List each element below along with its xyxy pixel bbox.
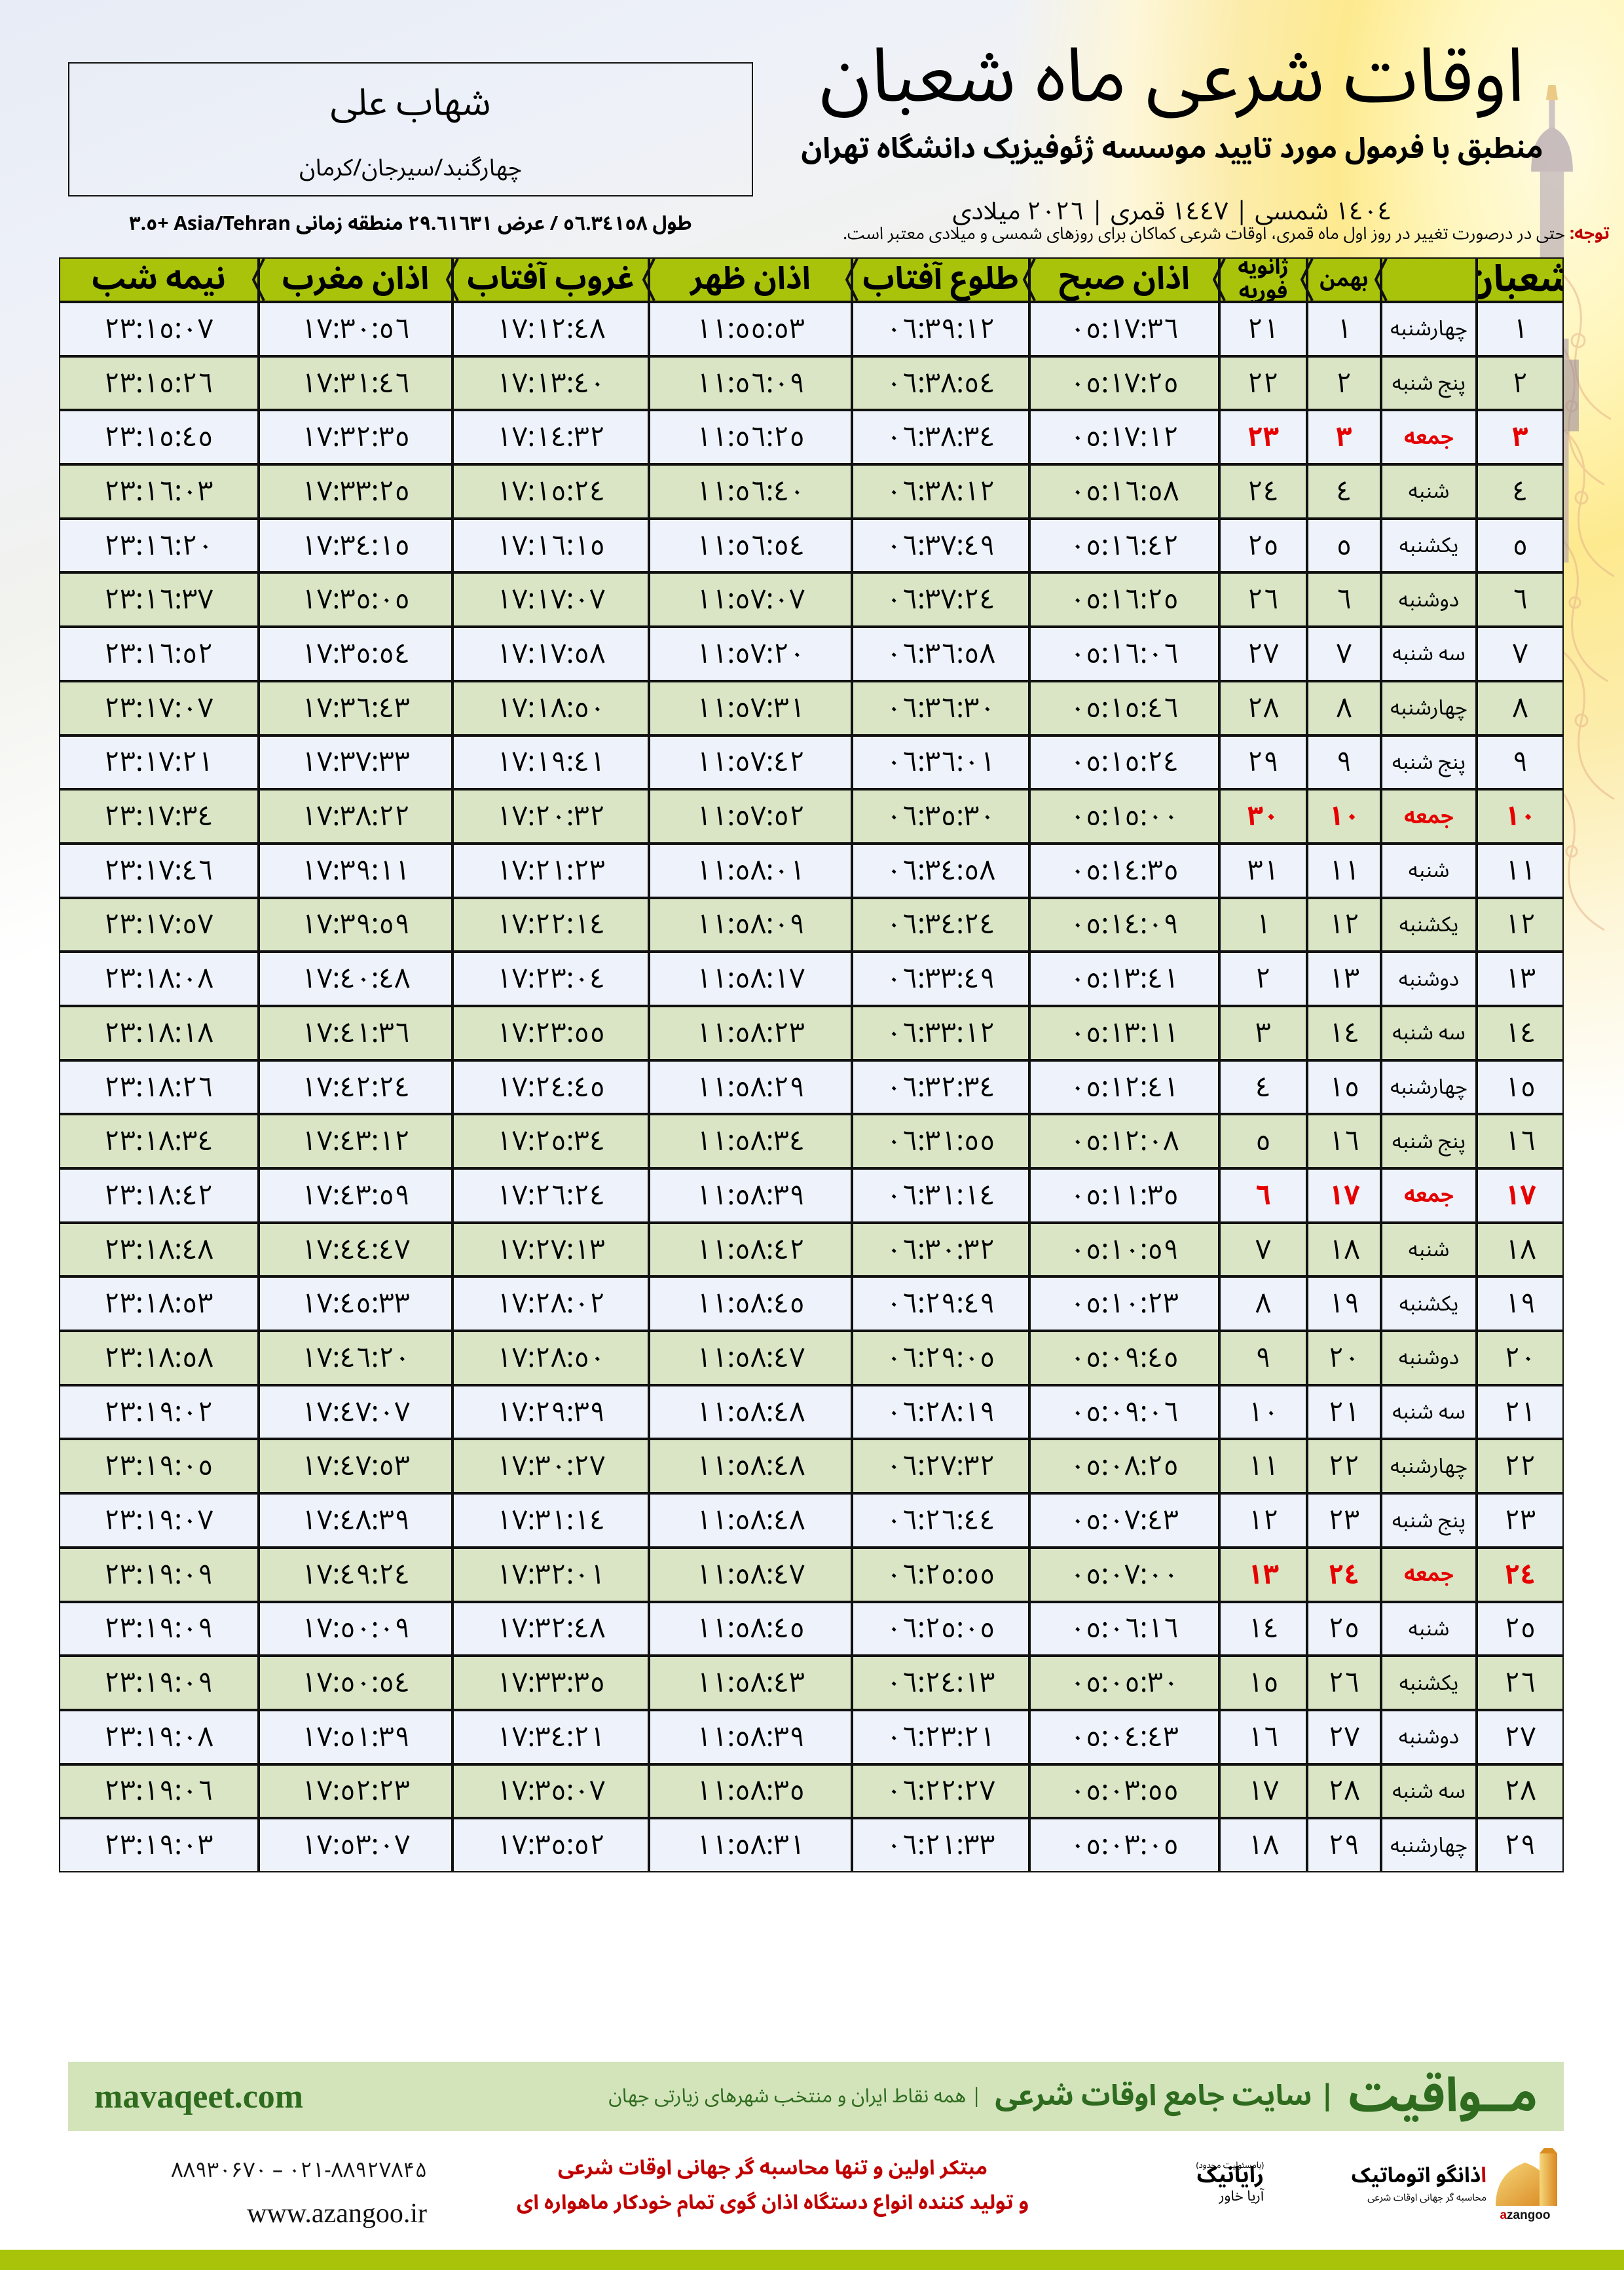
svg-text:(بامسئولیت محدود): (بامسئولیت محدود) xyxy=(1196,2156,1264,2174)
svg-text:محاسبه گر جهانی اوقات شرعی: محاسبه گر جهانی اوقات شرعی xyxy=(1367,2187,1486,2208)
svg-text:azangoo: azangoo xyxy=(1500,2208,1550,2222)
svg-text:آریا خاور: آریا خاور xyxy=(1218,2182,1264,2212)
